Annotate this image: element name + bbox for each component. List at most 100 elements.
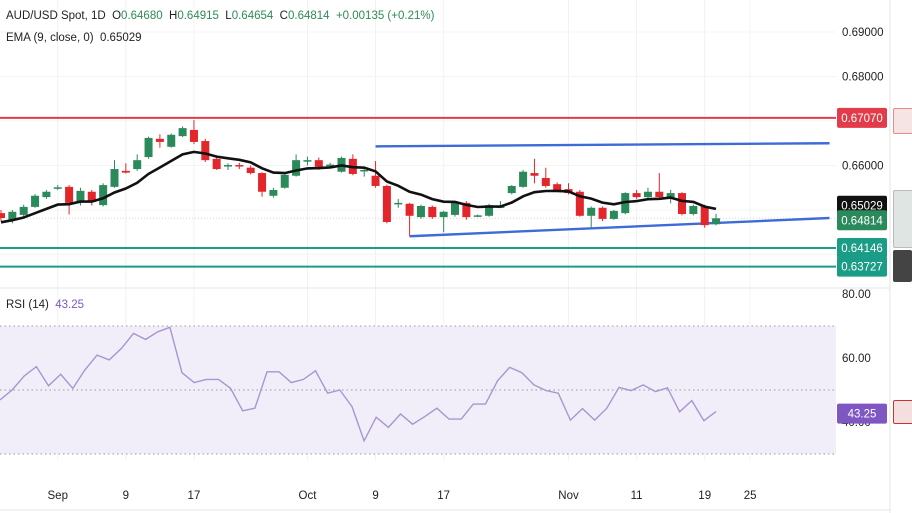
candle-body xyxy=(326,164,335,167)
time-tick-label: 11 xyxy=(631,490,643,502)
candle xyxy=(303,156,312,166)
candle xyxy=(155,134,164,148)
candle-body xyxy=(485,205,494,216)
candle xyxy=(224,163,232,170)
candle-body xyxy=(269,189,278,196)
candle-body xyxy=(507,185,516,194)
candle-body xyxy=(246,167,255,174)
candle xyxy=(87,189,96,206)
time-tick-label: Sep xyxy=(48,490,68,502)
candle-body xyxy=(292,160,301,176)
candle-body xyxy=(31,195,40,207)
candle xyxy=(167,133,176,148)
candle xyxy=(99,183,108,207)
price-axis[interactable]: 0.69000 0.68000 0.66000 xyxy=(842,27,884,173)
symbol-legend[interactable]: AUD/USD Spot, 1D O0.64680 H0.64915 L0.64… xyxy=(6,10,434,22)
side-thumbnail[interactable] xyxy=(893,400,912,424)
last-price-badge: 0.64814 xyxy=(837,210,887,231)
candle-body xyxy=(405,203,414,216)
change-value: +0.00135 (+0.21%) xyxy=(335,10,435,22)
candle xyxy=(110,160,119,188)
candle xyxy=(348,154,357,176)
candle-body xyxy=(235,165,244,167)
candle-body xyxy=(8,211,17,220)
candle xyxy=(394,198,403,208)
candle xyxy=(451,201,459,217)
time-tick-label: Nov xyxy=(558,490,579,502)
time-tick-label: 19 xyxy=(698,490,711,502)
candle-body xyxy=(587,207,596,216)
candle xyxy=(371,161,380,188)
candle xyxy=(360,169,369,177)
candle xyxy=(0,210,5,222)
candle xyxy=(31,193,40,208)
candle-body xyxy=(575,191,584,216)
candle-body xyxy=(303,160,312,162)
low-value: 0.64654 xyxy=(231,10,274,22)
time-axis[interactable]: Sep 9 17 Oct 9 17 Nov 11 19 25 xyxy=(48,490,757,502)
candle-body xyxy=(689,205,698,215)
rsi-badge-label: 43.25 xyxy=(848,409,877,421)
rsi-band xyxy=(0,326,836,454)
candle-body xyxy=(212,158,221,170)
candle-body xyxy=(189,129,198,142)
rsi-tick-label: 60.00 xyxy=(842,353,871,365)
candle xyxy=(144,136,153,159)
candle xyxy=(269,187,278,198)
candle-body xyxy=(314,160,323,167)
candle-body xyxy=(0,213,5,219)
candle xyxy=(292,154,301,177)
candle xyxy=(258,172,267,197)
candle-body xyxy=(178,128,187,137)
candle-body xyxy=(655,191,664,198)
support-1-badge-bg xyxy=(837,238,887,259)
high-value: 0.64915 xyxy=(177,10,219,22)
side-thumbnail[interactable] xyxy=(893,250,912,282)
candle-body xyxy=(167,134,176,147)
channel-upper[interactable] xyxy=(375,142,830,148)
resistance-badge-bg xyxy=(837,107,887,128)
candle-body xyxy=(76,190,85,202)
open-label: O xyxy=(112,10,122,22)
candle-body xyxy=(360,169,369,172)
candle-body xyxy=(144,137,153,158)
candle xyxy=(280,173,289,189)
time-tick-label: Oct xyxy=(299,490,318,502)
candle-body xyxy=(451,202,459,215)
candle-body xyxy=(19,206,28,215)
ema-value: 0.65029 xyxy=(99,32,142,44)
price-badges: 0.67070 0.64146 0.63727 0.65029 0.64814 43.25 xyxy=(837,107,887,424)
candle xyxy=(587,206,596,228)
candle-body xyxy=(416,205,425,218)
candle-body xyxy=(99,185,108,206)
ema-label: EMA (9, close, 0) xyxy=(6,32,94,44)
resistance-badge: 0.67070 xyxy=(837,107,887,128)
close-label: C xyxy=(279,10,288,22)
candle xyxy=(416,204,425,219)
ema-legend[interactable]: EMA (9, close, 0) 0.65029 xyxy=(6,32,142,44)
candle xyxy=(246,165,255,175)
close-value: 0.64814 xyxy=(287,10,330,22)
candle-body xyxy=(541,177,550,186)
candle xyxy=(519,169,528,188)
candle xyxy=(530,158,539,184)
candle xyxy=(121,163,130,174)
rsi-legend[interactable]: RSI (14) 43.25 xyxy=(6,299,84,311)
channel-lower[interactable] xyxy=(409,216,830,238)
candle-body xyxy=(155,138,164,142)
side-thumbnail[interactable] xyxy=(893,190,912,248)
rsi-value: 43.25 xyxy=(55,299,84,311)
low-label: L xyxy=(225,10,232,22)
trendlines[interactable] xyxy=(375,142,830,238)
support-1-badge: 0.64146 xyxy=(837,238,887,259)
candle xyxy=(428,205,437,219)
side-thumbnail[interactable] xyxy=(893,108,912,134)
candle-body xyxy=(473,215,482,217)
ema-badge-label: 0.65029 xyxy=(841,201,883,213)
rsi-line xyxy=(0,326,717,443)
price-tick-label: 0.69000 xyxy=(842,27,884,39)
horizontal-levels[interactable] xyxy=(0,116,836,268)
time-tick-label: 25 xyxy=(744,490,757,502)
candle-body xyxy=(530,173,539,176)
